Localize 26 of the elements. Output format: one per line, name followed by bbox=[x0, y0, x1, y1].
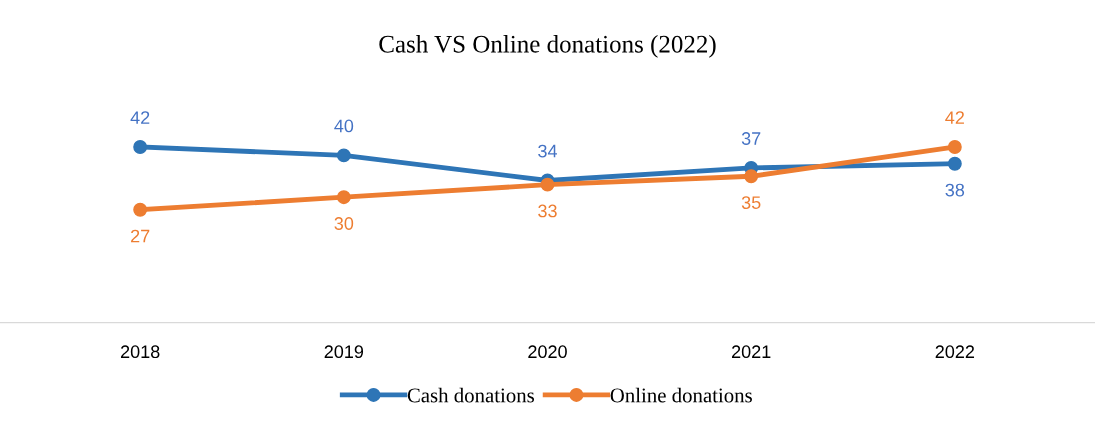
data-label: 42 bbox=[130, 111, 150, 124]
point bbox=[133, 140, 148, 154]
point bbox=[133, 202, 148, 217]
x-tick-label: 2019 bbox=[324, 345, 364, 359]
data-label: 37 bbox=[741, 132, 761, 145]
point bbox=[744, 169, 759, 184]
data-label: 34 bbox=[538, 144, 558, 158]
data-label: 33 bbox=[538, 204, 557, 218]
point bbox=[947, 140, 962, 154]
x-tick-label: 2022 bbox=[935, 345, 975, 359]
data-label: 42 bbox=[945, 111, 964, 124]
legend-label: Online donations bbox=[610, 387, 752, 403]
data-label: 35 bbox=[741, 196, 761, 209]
data-label: 40 bbox=[334, 119, 354, 133]
point bbox=[540, 177, 555, 192]
x-tick-label: 2018 bbox=[120, 345, 160, 359]
legend-label: Cash donations bbox=[407, 387, 535, 403]
point bbox=[336, 190, 351, 205]
x-tick-label: 2021 bbox=[732, 345, 771, 359]
x-tick-label: 2020 bbox=[528, 345, 567, 359]
data-label: 27 bbox=[131, 229, 150, 243]
point bbox=[336, 148, 351, 163]
point bbox=[947, 156, 962, 171]
data-label: 38 bbox=[945, 183, 965, 197]
chart-title: Cash VS Online donations (2022) bbox=[379, 35, 716, 58]
data-label: 30 bbox=[334, 217, 354, 230]
